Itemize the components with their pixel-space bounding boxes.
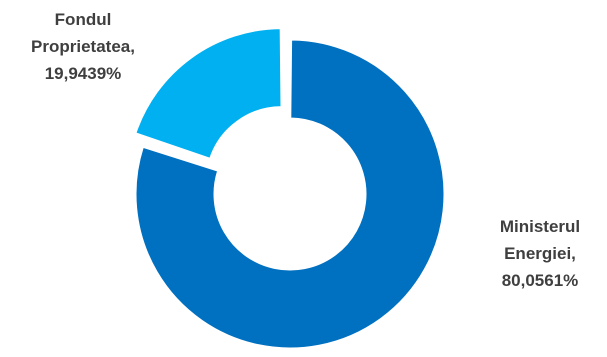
- slice-label-1-line-1: Proprietatea,: [31, 37, 135, 56]
- slice-label-0: Ministerul Energiei, 80,0561%: [500, 217, 580, 290]
- labels-layer: Ministerul Energiei, 80,0561% Fondul Proprie…: [31, 10, 580, 290]
- slice-label-1: Fondul Proprietatea, 19,9439%: [31, 10, 135, 83]
- slice-label-0-line-0: Ministerul: [500, 217, 580, 236]
- slice-label-1-line-0: Fondul: [55, 10, 112, 29]
- donut-slice-1: [135, 28, 282, 159]
- slice-label-1-line-2: 19,9439%: [45, 64, 122, 83]
- slice-label-0-line-1: Energiei,: [504, 244, 576, 263]
- slice-label-0-line-2: 80,0561%: [502, 271, 579, 290]
- slices-layer: [135, 28, 445, 349]
- donut-slice-0: [135, 39, 445, 349]
